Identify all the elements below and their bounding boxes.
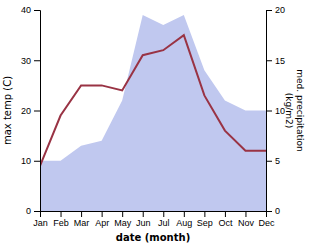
- tick-label: 10: [21, 156, 31, 166]
- area: [40, 15, 266, 211]
- axis-line: [41, 212, 267, 218]
- y2-tick: 20: [266, 5, 285, 15]
- tick-label: Mar: [74, 218, 90, 228]
- tick-mark: [225, 211, 226, 217]
- tick-mark: [61, 211, 62, 217]
- y-tick: 20: [21, 106, 40, 116]
- tick-label: Dec: [258, 218, 275, 228]
- x-tick: Jan: [33, 211, 48, 228]
- y2-axis: 0 5 10 15 20: [266, 5, 285, 216]
- marks: [40, 15, 266, 211]
- tick-label: Aug: [176, 218, 192, 228]
- tick-mark: [34, 111, 40, 112]
- y-tick: 40: [21, 5, 40, 15]
- tick-label: 5: [275, 156, 280, 166]
- x-tick: Dec: [258, 211, 275, 228]
- tick-label: Nov: [238, 218, 255, 228]
- tick-mark: [204, 211, 205, 217]
- tick-label: Feb: [53, 218, 69, 228]
- tick-mark: [34, 211, 40, 212]
- tick-mark: [34, 10, 40, 11]
- tick-mark: [266, 161, 272, 162]
- x-tick: Jun: [136, 211, 151, 228]
- tick-label: Jan: [33, 218, 48, 228]
- line: [40, 35, 266, 166]
- x-tick: Oct: [218, 211, 233, 228]
- tick-label: 20: [21, 106, 31, 116]
- tick-label: Jun: [136, 218, 151, 228]
- axis-line: [267, 11, 273, 212]
- y2-label: med. precipitation(kg/m2): [284, 69, 305, 151]
- tick-label: Jul: [158, 218, 170, 228]
- plot: JanFebMarAprMayJunJulAugSepOctNovDec0102…: [21, 5, 285, 228]
- tick-label: May: [114, 218, 132, 228]
- tick-label: 0: [275, 206, 280, 216]
- tick-mark: [143, 211, 144, 217]
- x-tick: Jul: [158, 211, 170, 228]
- x-tick: Feb: [53, 211, 69, 228]
- tick-label: 40: [21, 5, 31, 15]
- y2-tick: 15: [266, 56, 285, 66]
- axis-line: [34, 11, 41, 212]
- tick-label: Sep: [197, 218, 213, 228]
- tick-mark: [266, 211, 272, 212]
- x-tick: Apr: [95, 211, 109, 228]
- tick-mark: [266, 60, 272, 61]
- tick-mark: [102, 211, 103, 217]
- tick-label: 15: [275, 56, 285, 66]
- chart: JanFebMarAprMayJunJulAugSepOctNovDec0102…: [0, 0, 318, 247]
- y-tick: 0: [26, 206, 40, 216]
- tick-mark: [266, 111, 272, 112]
- tick-label: 20: [275, 5, 285, 15]
- tick-mark: [245, 211, 246, 217]
- y-tick: 10: [21, 156, 40, 166]
- tick-label: 0: [26, 206, 31, 216]
- tick-label: Oct: [218, 218, 233, 228]
- tick-mark: [184, 211, 185, 217]
- tick-mark: [163, 211, 164, 217]
- y-label: max temp (C): [2, 76, 13, 145]
- x-tick: Nov: [238, 211, 255, 228]
- tick-mark: [81, 211, 82, 217]
- tick-label: 30: [21, 56, 31, 66]
- y-axis: 0 10 20 30 40: [21, 5, 41, 216]
- tick-mark: [122, 211, 123, 217]
- y2-tick: 0: [266, 206, 280, 216]
- x-tick: Mar: [74, 211, 90, 228]
- y2-tick: 10: [266, 106, 285, 116]
- x-axis: Jan Feb Mar Apr May Jun Jul Aug Sep Oct NovDec: [33, 211, 275, 228]
- y2-tick: 5: [266, 156, 280, 166]
- tick-label: Apr: [95, 218, 109, 228]
- x-tick: Sep: [197, 211, 213, 228]
- tick-mark: [34, 60, 40, 61]
- x-tick: Aug: [176, 211, 192, 228]
- x-label: date (month): [116, 232, 190, 243]
- tick-mark: [266, 10, 272, 11]
- x-tick: May: [114, 211, 132, 228]
- tick-mark: [34, 161, 40, 162]
- y-tick: 30: [21, 56, 40, 66]
